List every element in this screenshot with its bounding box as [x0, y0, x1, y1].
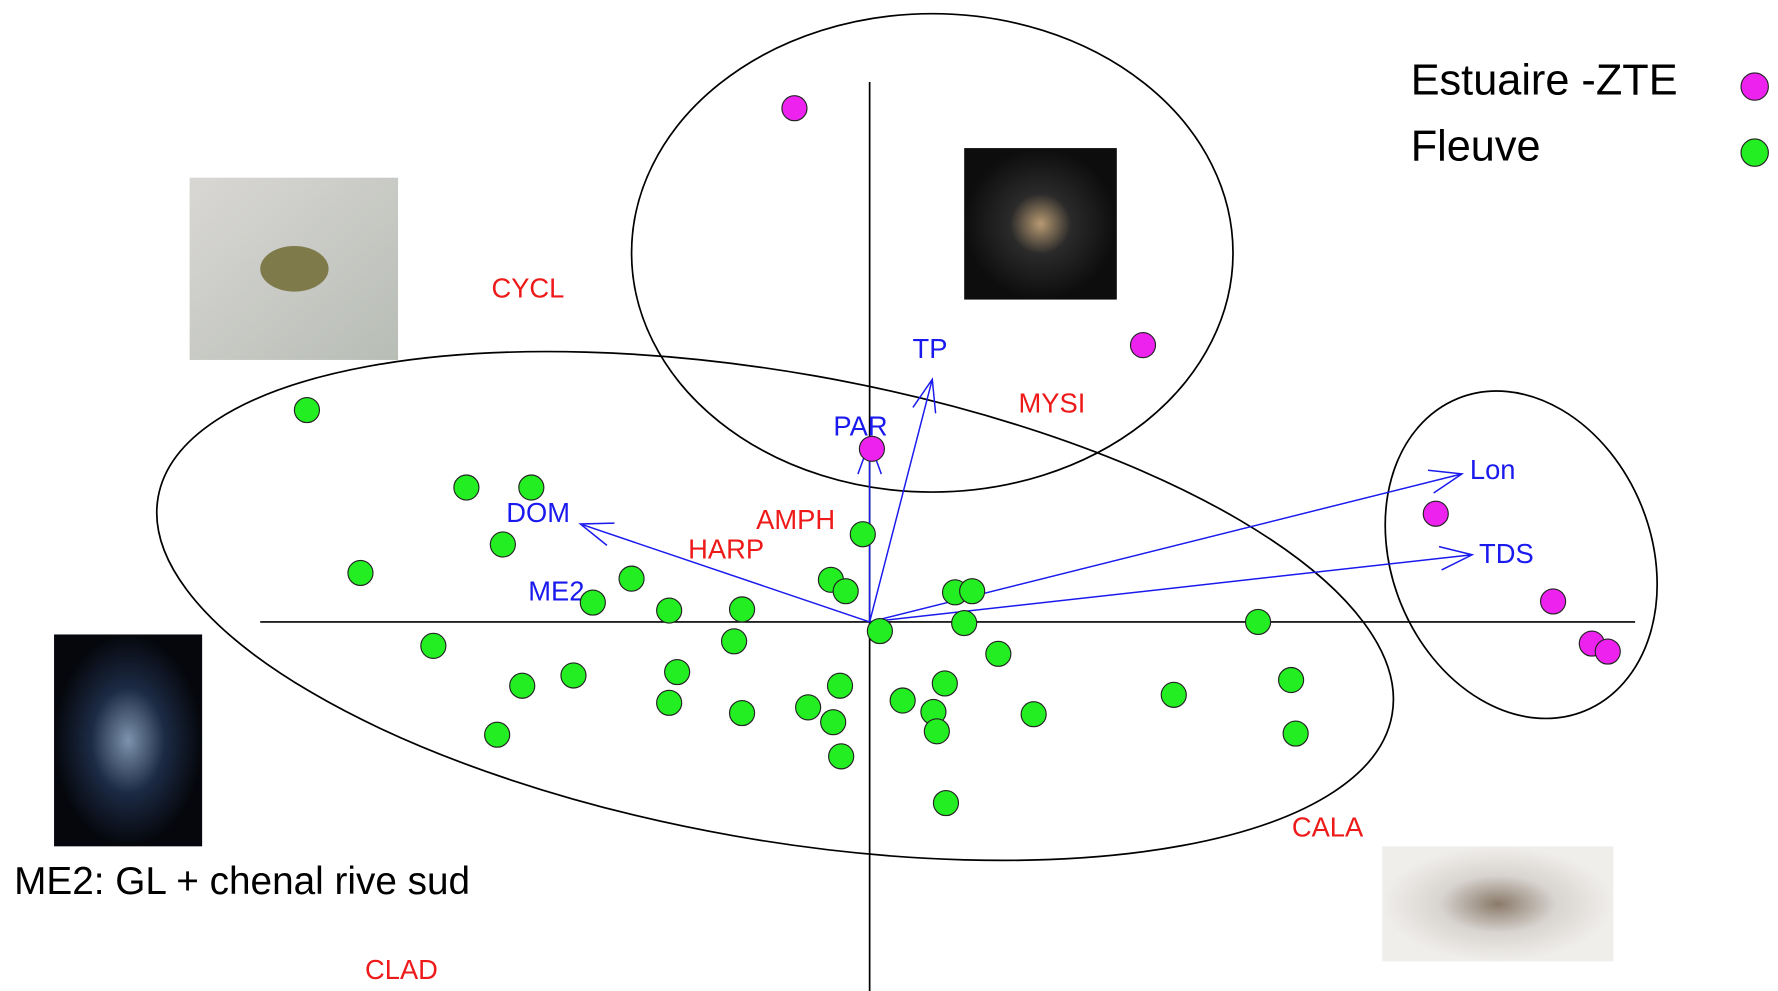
legend-label: Fleuve — [1411, 123, 1541, 171]
site-point — [932, 671, 957, 696]
site-point — [657, 690, 682, 715]
site-point — [782, 96, 807, 121]
site-point — [867, 619, 892, 644]
site-point — [657, 598, 682, 623]
photo-detail — [260, 246, 328, 292]
site-point — [960, 579, 985, 604]
site-point — [454, 475, 479, 500]
site-point — [519, 475, 544, 500]
site-point — [821, 710, 846, 735]
annotation: ME2: GL + chenal rive sud — [14, 860, 470, 903]
site-point — [1283, 721, 1308, 746]
site-point — [1246, 609, 1271, 634]
site-point — [1595, 639, 1620, 664]
legend-marker — [1741, 139, 1768, 166]
species-label: HARP — [688, 534, 764, 565]
site-point — [833, 579, 858, 604]
site-point — [829, 744, 854, 769]
site-point — [986, 641, 1011, 666]
site-point — [580, 590, 605, 615]
site-point — [294, 398, 319, 423]
env-label: TDS — [1479, 538, 1534, 569]
env-label: TP — [913, 333, 948, 364]
site-point — [619, 566, 644, 591]
site-point — [510, 673, 535, 698]
legend-marker — [1741, 73, 1768, 100]
env-label: DOM — [506, 497, 570, 528]
site-point — [1279, 668, 1304, 693]
site-point — [485, 722, 510, 747]
env-label: ME2 — [528, 576, 584, 607]
site-point — [730, 597, 755, 622]
species-label: MYSI — [1018, 388, 1085, 419]
group-ellipse-estuaire — [632, 14, 1233, 492]
photo-calanoid — [1382, 846, 1613, 961]
site-point — [850, 522, 875, 547]
env-label: PAR — [833, 411, 887, 442]
species-label: CALA — [1292, 811, 1364, 842]
site-point — [490, 532, 515, 557]
species-label: CLAD — [365, 954, 438, 985]
species-label: CYCL — [491, 273, 564, 304]
site-point — [859, 436, 884, 461]
site-point — [730, 701, 755, 726]
species-label: AMPH — [756, 504, 835, 535]
site-point — [827, 673, 852, 698]
site-point — [561, 663, 586, 688]
chart: ME2: GL + chenal rive sud CYCL MYSI AMPHHA… — [0, 0, 1778, 991]
site-point — [1130, 333, 1155, 358]
site-point — [665, 660, 690, 685]
site-point — [796, 695, 821, 720]
site-point — [933, 791, 958, 816]
site-point — [1161, 682, 1186, 707]
photo-cladoceran — [54, 634, 202, 846]
site-point — [924, 719, 949, 744]
photo-mysid — [964, 148, 1117, 299]
page: ME2: GL + chenal rive sud CYCL MYSI AMPHHA… — [0, 0, 1778, 991]
env-label: Lon — [1470, 454, 1516, 485]
site-point — [1021, 702, 1046, 727]
site-point — [1541, 589, 1566, 614]
site-point — [421, 633, 446, 658]
site-point — [890, 688, 915, 713]
legend-label: Estuaire -ZTE — [1411, 57, 1678, 105]
group-ellipse-fleuve — [118, 267, 1433, 945]
site-point — [1423, 501, 1448, 526]
site-point — [348, 560, 373, 585]
site-point — [722, 629, 747, 654]
site-point — [952, 611, 977, 636]
